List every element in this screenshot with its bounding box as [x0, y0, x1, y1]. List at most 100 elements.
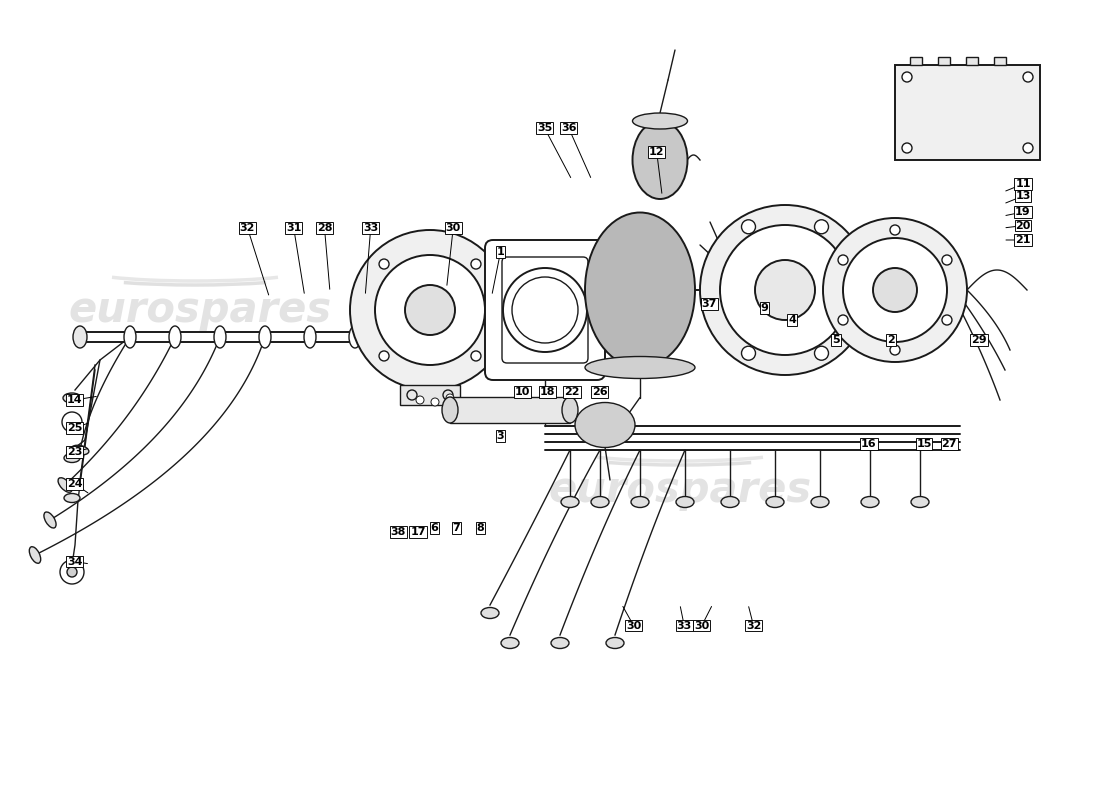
Ellipse shape	[575, 402, 635, 447]
Ellipse shape	[676, 497, 694, 507]
Circle shape	[741, 220, 756, 234]
Text: 8: 8	[476, 523, 485, 533]
FancyBboxPatch shape	[485, 240, 605, 380]
Text: 5: 5	[833, 335, 839, 345]
Ellipse shape	[30, 546, 41, 563]
Text: 28: 28	[317, 223, 332, 233]
Ellipse shape	[632, 113, 688, 129]
Text: 20: 20	[1015, 221, 1031, 230]
Circle shape	[62, 412, 82, 432]
Text: 29: 29	[971, 335, 987, 345]
Bar	[966, 57, 978, 65]
Text: 11: 11	[1015, 179, 1031, 189]
Ellipse shape	[551, 638, 569, 649]
Text: 3: 3	[497, 431, 504, 441]
Ellipse shape	[64, 454, 80, 462]
Ellipse shape	[442, 397, 458, 423]
Bar	[510, 255, 556, 365]
Text: 17: 17	[410, 527, 426, 537]
Circle shape	[873, 268, 917, 312]
Ellipse shape	[124, 326, 136, 348]
Ellipse shape	[258, 326, 271, 348]
Circle shape	[942, 255, 952, 265]
Circle shape	[890, 225, 900, 235]
Text: 36: 36	[561, 123, 576, 133]
Ellipse shape	[766, 497, 784, 507]
Ellipse shape	[63, 393, 81, 403]
Ellipse shape	[214, 326, 225, 348]
Ellipse shape	[73, 326, 87, 348]
Ellipse shape	[606, 638, 624, 649]
Circle shape	[379, 351, 389, 361]
Bar	[910, 57, 922, 65]
Text: 31: 31	[286, 223, 301, 233]
Circle shape	[890, 345, 900, 355]
Ellipse shape	[349, 326, 361, 348]
Text: 14: 14	[67, 395, 82, 405]
Text: 10: 10	[515, 387, 530, 397]
Ellipse shape	[591, 497, 609, 507]
Text: eurospares: eurospares	[549, 469, 812, 511]
Ellipse shape	[631, 497, 649, 507]
Text: 30: 30	[446, 223, 461, 233]
Circle shape	[942, 315, 952, 325]
Circle shape	[814, 346, 828, 360]
Circle shape	[1023, 72, 1033, 82]
Ellipse shape	[811, 497, 829, 507]
Text: 34: 34	[67, 557, 82, 566]
Circle shape	[446, 394, 454, 402]
Text: 32: 32	[240, 223, 255, 233]
Text: 16: 16	[861, 439, 877, 449]
Circle shape	[431, 398, 439, 406]
Circle shape	[838, 315, 848, 325]
Bar	[994, 57, 1006, 65]
Circle shape	[67, 567, 77, 577]
Circle shape	[755, 260, 815, 320]
Ellipse shape	[585, 357, 695, 378]
Circle shape	[471, 351, 481, 361]
Circle shape	[375, 255, 485, 365]
Text: 25: 25	[67, 423, 82, 433]
Text: 9: 9	[760, 303, 769, 313]
Circle shape	[405, 285, 455, 335]
Circle shape	[838, 255, 848, 265]
Circle shape	[823, 218, 967, 362]
Circle shape	[350, 230, 510, 390]
Text: 33: 33	[676, 621, 692, 630]
Ellipse shape	[58, 478, 72, 492]
Ellipse shape	[562, 397, 578, 423]
Text: 1: 1	[496, 247, 505, 257]
Text: 12: 12	[649, 147, 664, 157]
Circle shape	[902, 143, 912, 153]
Text: 6: 6	[430, 523, 439, 533]
Text: 26: 26	[592, 387, 607, 397]
Circle shape	[700, 205, 870, 375]
Bar	[400, 385, 460, 405]
Circle shape	[471, 259, 481, 269]
Ellipse shape	[720, 497, 739, 507]
Ellipse shape	[169, 326, 182, 348]
Text: 32: 32	[746, 621, 761, 630]
Circle shape	[720, 225, 850, 355]
Circle shape	[741, 346, 756, 360]
Text: 13: 13	[1015, 191, 1031, 201]
Ellipse shape	[72, 446, 89, 454]
Circle shape	[1023, 143, 1033, 153]
Ellipse shape	[44, 512, 56, 528]
Text: 27: 27	[942, 439, 957, 449]
Text: 21: 21	[1015, 235, 1031, 245]
Text: 24: 24	[67, 479, 82, 489]
Bar	[938, 57, 950, 65]
Ellipse shape	[64, 494, 80, 502]
Text: eurospares: eurospares	[68, 289, 331, 331]
Circle shape	[843, 238, 947, 342]
Text: 38: 38	[390, 527, 406, 537]
Text: 35: 35	[537, 123, 552, 133]
Bar	[450, 397, 570, 423]
Text: 15: 15	[916, 439, 932, 449]
Text: 23: 23	[67, 447, 82, 457]
Ellipse shape	[861, 497, 879, 507]
Bar	[895, 65, 1040, 160]
Text: 30: 30	[626, 621, 641, 630]
Text: 18: 18	[540, 387, 556, 397]
